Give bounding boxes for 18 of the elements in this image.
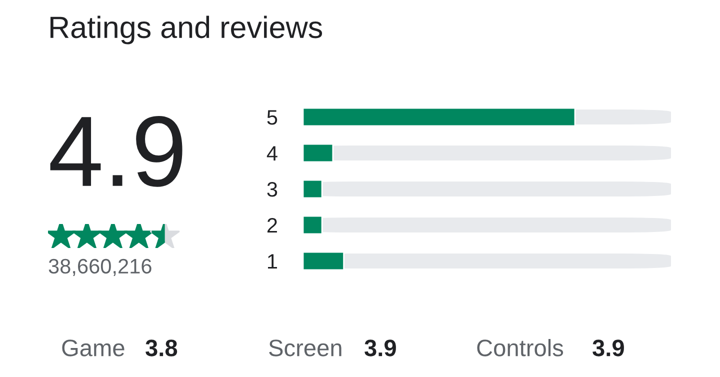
bar [303,179,323,199]
text: 4.9 [50,116,182,187]
y-tick-label: 5 [267,110,278,125]
text: Screen [269,340,342,356]
bar [303,143,334,163]
chart-title: Ratings and reviews [50,16,322,44]
y-tick-label: 3 [267,182,278,197]
text: Game [62,340,124,356]
text: 3.9 [364,340,396,356]
bar [303,215,323,235]
y-tick-label: 1 [268,254,277,269]
text: 3.8 [146,340,178,356]
text: 3.9 [592,340,624,356]
y-tick-label: 2 [267,218,277,233]
y-tick-label: 4 [266,146,278,161]
text: 38,660,216 [48,258,152,276]
bar [303,251,344,271]
text: Controls [477,338,564,356]
